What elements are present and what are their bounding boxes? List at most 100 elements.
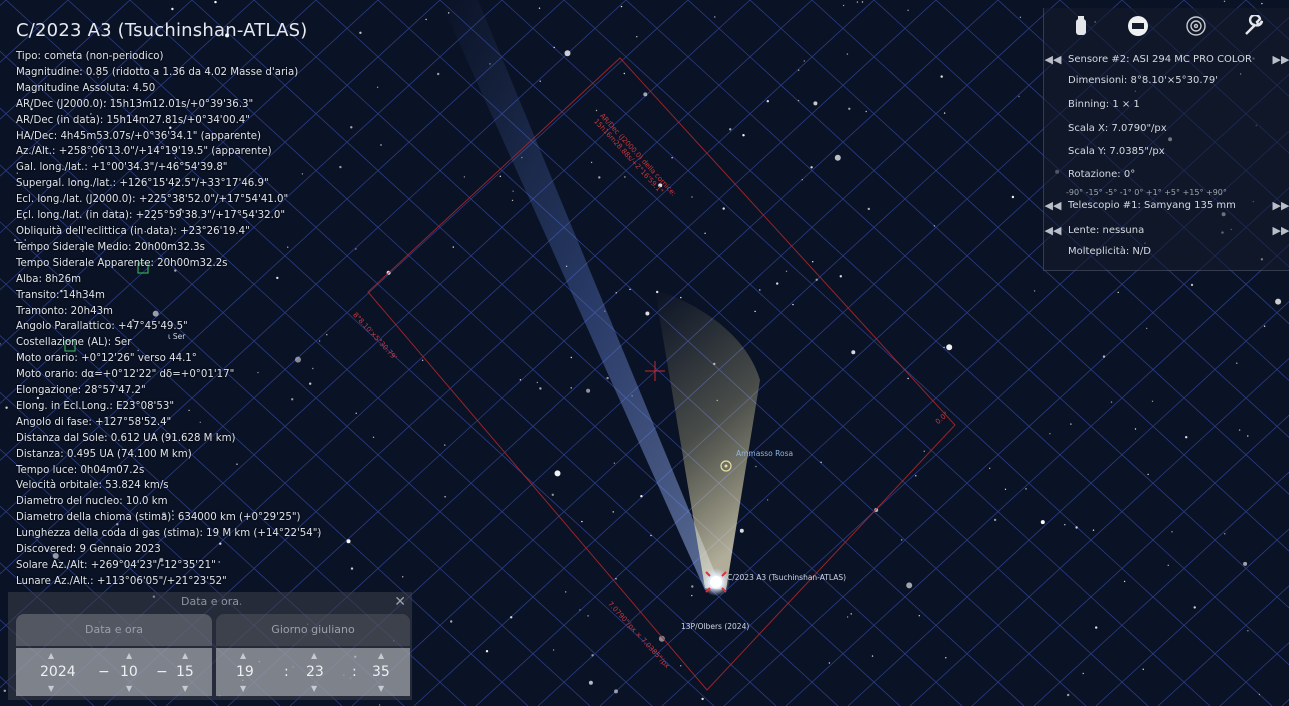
ccd-frame-icon[interactable] — [1125, 13, 1151, 39]
frame-center-cross — [645, 361, 665, 381]
date-panel-header[interactable]: Data e ora ✕ — [8, 592, 412, 612]
rotation-ticks-row: -90° -15° -5° -1° 0° +1° +5° +15° +90° — [1044, 183, 1289, 201]
day-down-icon[interactable]: ▼ — [182, 684, 189, 693]
second-up-icon[interactable]: ▲ — [378, 651, 385, 660]
minute-up-icon[interactable]: ▲ — [311, 651, 318, 660]
hour-spinbox[interactable]: 19 — [236, 664, 254, 680]
hour-down-icon[interactable]: ▼ — [240, 684, 247, 693]
date-panel-title: Data e ora — [180, 595, 240, 608]
cluster-marker-icon[interactable] — [720, 460, 732, 472]
object-info-line: Elongazione: 28°57'47.2" — [16, 385, 146, 397]
telescope-name: Telescopio #1: Samyang 135 mm — [1068, 199, 1236, 211]
object-info-line: Lunghezza della coda di gas (stima): 19 … — [16, 528, 322, 540]
scale-x: Scala X: 7.0790"/px — [1068, 122, 1167, 134]
ccd-frame — [367, 57, 956, 691]
label-other-comet[interactable]: 13P/Olbers (2024) — [681, 622, 750, 631]
object-info-line: Supergal. long./lat.: +126°15'42.5"/+33°… — [16, 178, 269, 190]
minute-spinbox[interactable]: 23 — [306, 664, 324, 680]
tab-julian-day[interactable]: Giorno giuliano — [216, 614, 410, 646]
dso-marker-icon[interactable] — [137, 262, 149, 274]
minute-down-icon[interactable]: ▼ — [311, 684, 318, 693]
time-field: 19 : 23 : 35 ▲ ▼ ▲ ▼ ▲ ▼ — [216, 648, 410, 696]
scale-y: Scala Y: 7.0385"/px — [1068, 145, 1165, 157]
year-down-icon[interactable]: ▼ — [48, 684, 55, 693]
prev-telescope-button[interactable]: ◀◀ — [1044, 198, 1062, 212]
sensor-dimensions: Dimensioni: 8°8.10'×5°30.79' — [1068, 74, 1218, 86]
year-up-icon[interactable]: ▲ — [48, 651, 55, 660]
object-info-line: Diametro del nucleo: 10.0 km — [16, 496, 168, 508]
object-title: C/2023 A3 (Tsuchinshan-ATLAS) — [16, 20, 308, 41]
dso-marker-icon[interactable] — [64, 340, 76, 352]
second-down-icon[interactable]: ▼ — [378, 684, 385, 693]
multiplicity: Molteplicità: N/D — [1068, 245, 1151, 257]
day-up-icon[interactable]: ▲ — [182, 651, 189, 660]
time-separator: : — [284, 664, 289, 680]
day-spinbox[interactable]: 15 — [176, 664, 194, 680]
prev-sensor-button[interactable]: ◀◀ — [1044, 52, 1062, 66]
second-spinbox[interactable]: 35 — [372, 664, 390, 680]
object-info-line: Moto orario: +0°12'26" verso 44.1° — [16, 353, 197, 365]
prev-lens-button[interactable]: ◀◀ — [1044, 223, 1062, 237]
object-info-line: Magnitudine Assoluta: 4.50 — [16, 82, 156, 94]
object-info-line: Lunare Az./Alt.: +113°06'05"/+21°23'52" — [16, 575, 227, 587]
object-info-line: Discovered: 9 Gennaio 2023 — [16, 544, 161, 556]
wrench-icon[interactable] — [1240, 13, 1266, 39]
date-time-panel: Data e ora ✕ Data e ora Giorno giuliano … — [8, 592, 412, 700]
comet-nucleus[interactable] — [710, 576, 722, 588]
sensor-icon[interactable] — [1068, 13, 1094, 39]
month-down-icon[interactable]: ▼ — [126, 684, 133, 693]
rotation-ticks[interactable]: -90° -15° -5° -1° 0° +1° +5° +15° +90° — [1066, 187, 1227, 197]
close-icon[interactable]: ✕ — [394, 594, 406, 610]
object-info-line: Costellazione (AL): Ser — [16, 337, 132, 349]
object-info-line: Obliquità dell'eclittica (in data): +23°… — [16, 225, 250, 237]
label-comet[interactable]: C/2023 A3 (Tsuchinshan-ATLAS) — [727, 573, 847, 582]
cluster-marker-dot — [724, 464, 728, 468]
object-info-line: Gal. long./lat.: +1°00'34.3"/+46°54'39.8… — [16, 162, 228, 174]
next-telescope-button[interactable]: ▶▶ — [1272, 198, 1289, 212]
next-lens-button[interactable]: ▶▶ — [1272, 223, 1289, 237]
binning-row: Binning: 1 × 1 — [1044, 95, 1289, 113]
scale-x-row: Scala X: 7.0790"/px — [1044, 119, 1289, 137]
dimensions-row: Dimensioni: 8°8.10'×5°30.79' — [1044, 71, 1289, 89]
scale-y-row: Scala Y: 7.0385"/px — [1044, 142, 1289, 160]
year-spinbox[interactable]: 2024 — [40, 664, 76, 680]
object-info-line: Ecl. long./lat. (J2000.0): +225°38'52.0"… — [16, 194, 289, 206]
rotation-value: Rotazione: 0° — [1068, 168, 1136, 180]
telescope-row: ◀◀ Telescopio #1: Samyang 135 mm ▶▶ — [1044, 196, 1289, 214]
comet-marker — [705, 571, 727, 593]
object-info-line: Diametro della chioma (stima): 634000 km… — [16, 512, 301, 524]
object-info-line: Tempo Siderale Medio: 20h00m32.3s — [16, 241, 205, 253]
object-info-line: Distanza dal Sole: 0.612 UA (91.628 M km… — [16, 432, 236, 444]
ion-tail — [440, 0, 720, 590]
sensor-name: Sensore #2: ASI 294 MC PRO COLOR — [1068, 53, 1252, 65]
sensor-row: ◀◀ Sensore #2: ASI 294 MC PRO COLOR ▶▶ — [1044, 50, 1289, 68]
object-info-line: AR/Dec (in data): 15h14m27.81s/+0°34'00.… — [16, 114, 250, 126]
sensor-binning[interactable]: Binning: 1 × 1 — [1068, 98, 1140, 110]
rotation-row: Rotazione: 0° — [1044, 165, 1289, 183]
object-info-line: Solare Az./Alt: +269°04'23"/-12°35'21" — [16, 560, 216, 571]
month-up-icon[interactable]: ▲ — [126, 651, 133, 660]
tab-date-time[interactable]: Data e ora — [16, 614, 212, 646]
object-info-line: Alba: 8h26m — [16, 273, 82, 285]
date-field: 2024 − 10 − 15 ▲ ▼ ▲ ▼ ▲ ▼ — [16, 648, 212, 696]
object-info-line: Angolo Parallattico: +47°45'49.5" — [16, 321, 188, 333]
object-info-line: Tipo: cometa (non-periodico) — [16, 51, 164, 62]
label-star[interactable]: ι Ser — [168, 332, 186, 341]
date-separator: − — [156, 664, 168, 680]
object-info-line: Az./Alt.: +258°06'13.0"/+14°19'19.5" (ap… — [16, 146, 272, 158]
next-sensor-button[interactable]: ▶▶ — [1272, 52, 1289, 66]
object-info-line: Moto orario: dα=+0°12'22" dδ=+0°01'17" — [16, 369, 235, 381]
month-spinbox[interactable]: 10 — [120, 664, 138, 680]
oculars-toolbar — [1044, 8, 1289, 44]
telrad-icon[interactable] — [1183, 13, 1209, 39]
hour-up-icon[interactable]: ▲ — [240, 651, 247, 660]
object-info-line: Tramonto: 20h43m — [16, 305, 113, 317]
label-cluster[interactable]: Ammasso Rosa — [736, 449, 794, 458]
object-info-line: Tempo Siderale Apparente: 20h00m32.2s — [16, 257, 228, 269]
object-info-panel: C/2023 A3 (Tsuchinshan-ATLAS) Tipo: come… — [16, 20, 321, 590]
object-info-line: Ecl. long./lat. (in data): +225°59'38.3"… — [16, 210, 286, 222]
object-info-line: Magnitudine: 0.85 (ridotto a 1.36 da 4.0… — [16, 66, 299, 78]
object-info-line: AR/Dec (J2000.0): 15h13m12.01s/+0°39'36.… — [16, 98, 254, 110]
